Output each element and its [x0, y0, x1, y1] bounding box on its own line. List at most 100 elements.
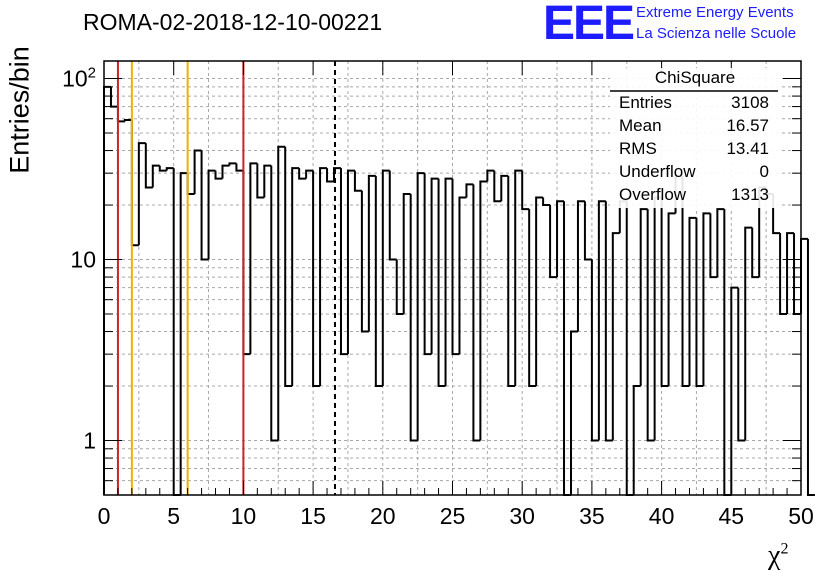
histogram-bin: [284, 146, 293, 388]
histogram-bin: [556, 200, 565, 278]
histogram-bin: [353, 170, 362, 192]
histogram-bin: [207, 169, 216, 260]
y-tick-label-base: 10: [62, 66, 88, 92]
histogram-bin: [793, 233, 801, 316]
x-tick-label: 15: [300, 503, 326, 529]
stats-value: 0: [759, 162, 769, 181]
histogram-bin: [583, 201, 592, 261]
stats-label: Underflow: [619, 162, 696, 181]
histogram-bin: [493, 170, 502, 203]
histogram-bin: [632, 385, 641, 495]
histogram-bin: [569, 330, 578, 495]
histogram-bin: [256, 163, 265, 199]
histogram-bin: [277, 145, 286, 441]
x-tick-label: 20: [370, 503, 396, 529]
histogram-bin: [479, 180, 488, 441]
chart-title: ROMA-02-2018-12-10-00221: [83, 9, 383, 35]
histogram-bin: [144, 143, 153, 189]
histogram-bin: [528, 209, 537, 388]
histogram-bin: [702, 212, 711, 387]
stats-label: Overflow: [619, 185, 687, 204]
histogram-bin: [786, 232, 795, 315]
x-tick-label: 40: [649, 503, 675, 529]
histogram-bin: [604, 201, 613, 442]
histogram-bin: [305, 169, 314, 179]
histogram-bin: [346, 169, 355, 355]
histogram-bin: [374, 175, 383, 388]
y-tick-label: 10: [70, 247, 96, 273]
stats-value: 1313: [731, 185, 769, 204]
histogram-bin: [723, 209, 732, 496]
histogram-bin: [179, 172, 188, 495]
histogram-bin: [416, 172, 425, 441]
stats-label: Mean: [619, 116, 662, 135]
logo-tagline-2: La Scienza nelle Scuole: [636, 25, 797, 42]
x-axis-label: χ2: [768, 540, 788, 572]
histogram-bin: [597, 200, 606, 441]
histogram-bin: [137, 142, 146, 246]
y-tick-label: 102: [62, 65, 96, 92]
histogram-bin: [486, 169, 495, 182]
histogram-bin: [688, 216, 697, 387]
histogram-bin: [779, 233, 788, 316]
histogram-bin: [423, 173, 432, 356]
histogram-bin: [437, 178, 446, 388]
x-tick-label: 5: [167, 503, 180, 529]
histogram-bin: [639, 208, 648, 387]
histogram-bin: [263, 164, 272, 198]
histogram-bin: [806, 238, 815, 496]
histogram-bin: [653, 196, 662, 441]
histogram-bin: [360, 190, 369, 333]
histogram-bin: [458, 196, 467, 355]
x-tick-label: 30: [509, 503, 535, 529]
histogram-bin: [367, 174, 376, 332]
histogram-bin: [507, 175, 516, 388]
logo-tagline-1: Extreme Energy Events: [636, 4, 794, 21]
x-tick-label: 25: [440, 503, 466, 529]
histogram-bin: [109, 86, 118, 108]
histogram-bin: [646, 209, 655, 442]
x-tick-label: 0: [98, 503, 111, 529]
histogram-bin: [716, 208, 725, 278]
histogram-bin: [270, 165, 279, 442]
stats-value: 3108: [731, 93, 769, 112]
histogram-bin: [158, 165, 167, 172]
histogram-bin: [800, 237, 808, 315]
histogram-bin: [430, 177, 439, 355]
histogram-bin: [409, 194, 418, 442]
histogram-bin: [235, 163, 244, 172]
histogram-bin: [381, 169, 390, 387]
y-tick-label: 1: [83, 428, 96, 454]
histogram-bin: [521, 170, 530, 211]
histogram-bin: [695, 217, 704, 388]
histogram-bin: [186, 173, 195, 196]
histogram-bin: [681, 175, 690, 388]
histogram-bin: [500, 174, 509, 202]
histogram-bin: [549, 205, 558, 279]
histogram-bin: [472, 184, 481, 442]
histogram-bin: [730, 286, 739, 495]
histogram-bin: [130, 120, 139, 247]
histogram-bin: [737, 287, 746, 442]
histogram-bin: [625, 201, 634, 496]
histogram-bin: [388, 170, 397, 261]
histogram-bin: [298, 168, 307, 180]
x-axis-label-base: χ: [768, 540, 781, 571]
histogram-bin: [333, 167, 341, 182]
histogram-bin: [249, 162, 258, 355]
histogram-bin: [744, 226, 753, 441]
histogram-bin: [200, 150, 209, 261]
histogram-bin: [576, 200, 585, 332]
stats-value: 16.57: [726, 116, 769, 135]
stats-label: Entries: [619, 93, 672, 112]
eee-logo: EEE: [543, 0, 635, 50]
histogram-bin: [103, 85, 111, 495]
histogram-bin: [451, 178, 460, 356]
histogram-bin: [242, 170, 251, 356]
x-tick-label: 50: [788, 503, 814, 529]
histogram-bin: [514, 169, 523, 387]
histogram-bin: [326, 168, 335, 183]
histogram-bin: [660, 197, 669, 388]
histogram-bin: [667, 212, 676, 387]
